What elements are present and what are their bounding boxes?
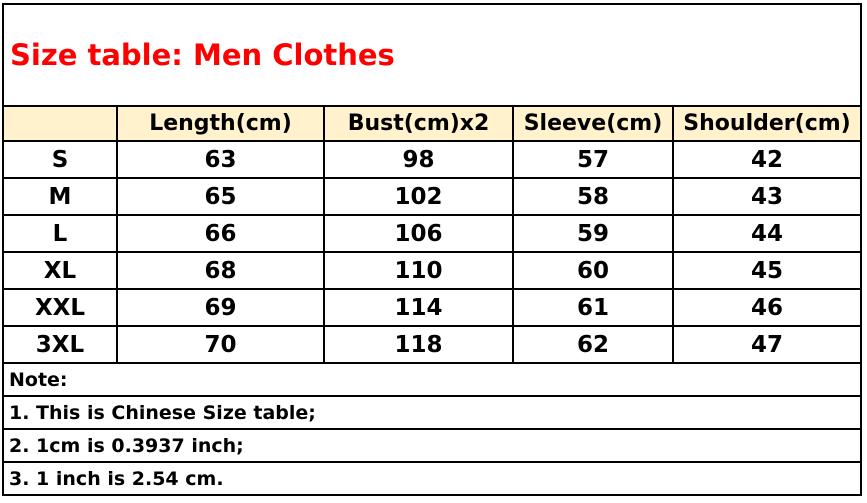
table-title: Size table: Men Clothes bbox=[1, 3, 863, 107]
column-header: Sleeve(cm) bbox=[512, 105, 674, 142]
size-label: S bbox=[2, 140, 118, 179]
table-cell: 62 bbox=[512, 325, 674, 364]
size-label: 3XL bbox=[2, 325, 118, 364]
note-line: 1. This is Chinese Size table; bbox=[1, 395, 863, 430]
size-label: M bbox=[2, 177, 118, 216]
table-cell: 106 bbox=[323, 214, 514, 253]
table-row: XL 68 110 60 45 bbox=[2, 251, 863, 290]
table-row: M 65 102 58 43 bbox=[2, 177, 863, 216]
table-row: 3XL 70 118 62 47 bbox=[2, 325, 863, 364]
table-cell: 57 bbox=[512, 140, 674, 179]
size-table: Size table: Men Clothes Length(cm) Bust(… bbox=[1, 3, 863, 496]
table-row: L 66 106 59 44 bbox=[2, 214, 863, 253]
table-cell: 44 bbox=[671, 214, 863, 253]
table-cell: 69 bbox=[116, 288, 325, 327]
table-cell: 63 bbox=[116, 140, 325, 179]
table-cell: 118 bbox=[323, 325, 514, 364]
column-header: Bust(cm)x2 bbox=[323, 105, 514, 142]
table-cell: 68 bbox=[116, 251, 325, 290]
table-cell: 45 bbox=[671, 251, 863, 290]
table-cell: 66 bbox=[116, 214, 325, 253]
column-header: Shoulder(cm) bbox=[671, 105, 863, 142]
table-cell: 98 bbox=[323, 140, 514, 179]
size-label: XL bbox=[2, 251, 118, 290]
table-row: S 63 98 57 42 bbox=[2, 140, 863, 179]
column-header bbox=[2, 105, 118, 142]
table-cell: 65 bbox=[116, 177, 325, 216]
column-header: Length(cm) bbox=[116, 105, 325, 142]
table-cell: 61 bbox=[512, 288, 674, 327]
size-label: L bbox=[2, 214, 118, 253]
table-cell: 42 bbox=[671, 140, 863, 179]
table-cell: 70 bbox=[116, 325, 325, 364]
note-line: 2. 1cm is 0.3937 inch; bbox=[1, 428, 863, 463]
table-cell: 46 bbox=[671, 288, 863, 327]
table-cell: 47 bbox=[671, 325, 863, 364]
note-line: 3. 1 inch is 2.54 cm. bbox=[1, 461, 863, 496]
table-row: XXL 69 114 61 46 bbox=[2, 288, 863, 327]
table-cell: 43 bbox=[671, 177, 863, 216]
table-cell: 60 bbox=[512, 251, 674, 290]
table-cell: 58 bbox=[512, 177, 674, 216]
size-label: XXL bbox=[2, 288, 118, 327]
table-cell: 110 bbox=[323, 251, 514, 290]
note-line: Note: bbox=[1, 362, 863, 397]
table-cell: 114 bbox=[323, 288, 514, 327]
table-cell: 102 bbox=[323, 177, 514, 216]
table-cell: 59 bbox=[512, 214, 674, 253]
header-row: Length(cm) Bust(cm)x2 Sleeve(cm) Shoulde… bbox=[2, 105, 863, 142]
